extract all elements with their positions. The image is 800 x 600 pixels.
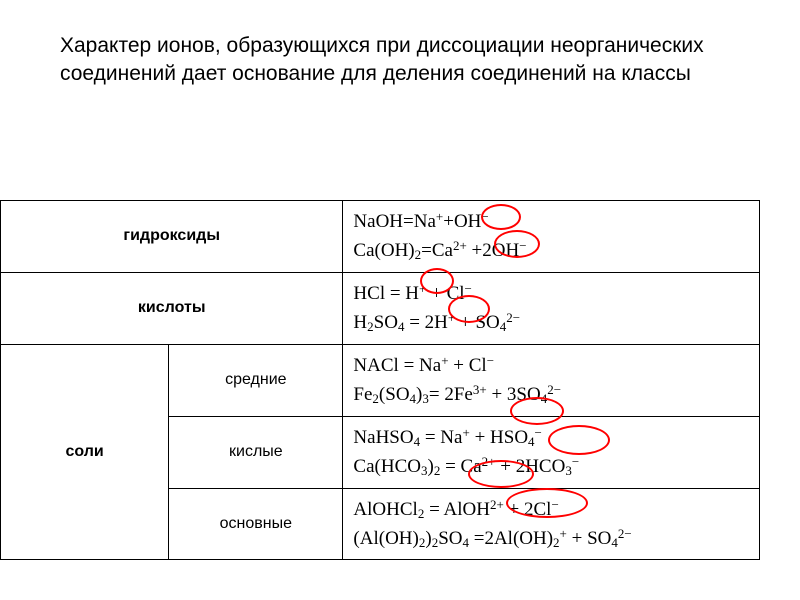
label-salts-basic: основные <box>169 488 343 560</box>
row-acids: кислоты HCl = H+ + Cl− H2SO4 = 2H+ + SO4… <box>1 272 760 344</box>
label-salts-acidic: кислые <box>169 416 343 488</box>
label-salts-middle: средние <box>169 344 343 416</box>
label-acids: кислоты <box>1 272 343 344</box>
formulas-salts-middle: NACl = Na+ + Cl− Fe2(SO4)3= 2Fe3+ + 3SO4… <box>343 344 760 416</box>
formulas-salts-basic: AlOHCl2 = AlOH2+ + 2Cl− (Al(OH)2)2SO4 =2… <box>343 488 760 560</box>
formulas-acids: HCl = H+ + Cl− H2SO4 = 2H+ + SO42− <box>343 272 760 344</box>
label-hydroxides: гидроксиды <box>1 201 343 273</box>
formulas-salts-acidic: NaHSO4 = Na+ + HSO4− Ca(HCO3)2 = Ca2+ + … <box>343 416 760 488</box>
formulas-hydroxides: NaOH=Na++OH− Ca(OH)2=Ca2+ +2OH− <box>343 201 760 273</box>
row-hydroxides: гидроксиды NaOH=Na++OH− Ca(OH)2=Ca2+ +2O… <box>1 201 760 273</box>
classification-table: гидроксиды NaOH=Na++OH− Ca(OH)2=Ca2+ +2O… <box>0 200 800 560</box>
label-salts: соли <box>1 344 169 560</box>
row-salts-middle: соли средние NACl = Na+ + Cl− Fe2(SO4)3=… <box>1 344 760 416</box>
page-title: Характер ионов, образующихся при диссоци… <box>60 32 740 89</box>
